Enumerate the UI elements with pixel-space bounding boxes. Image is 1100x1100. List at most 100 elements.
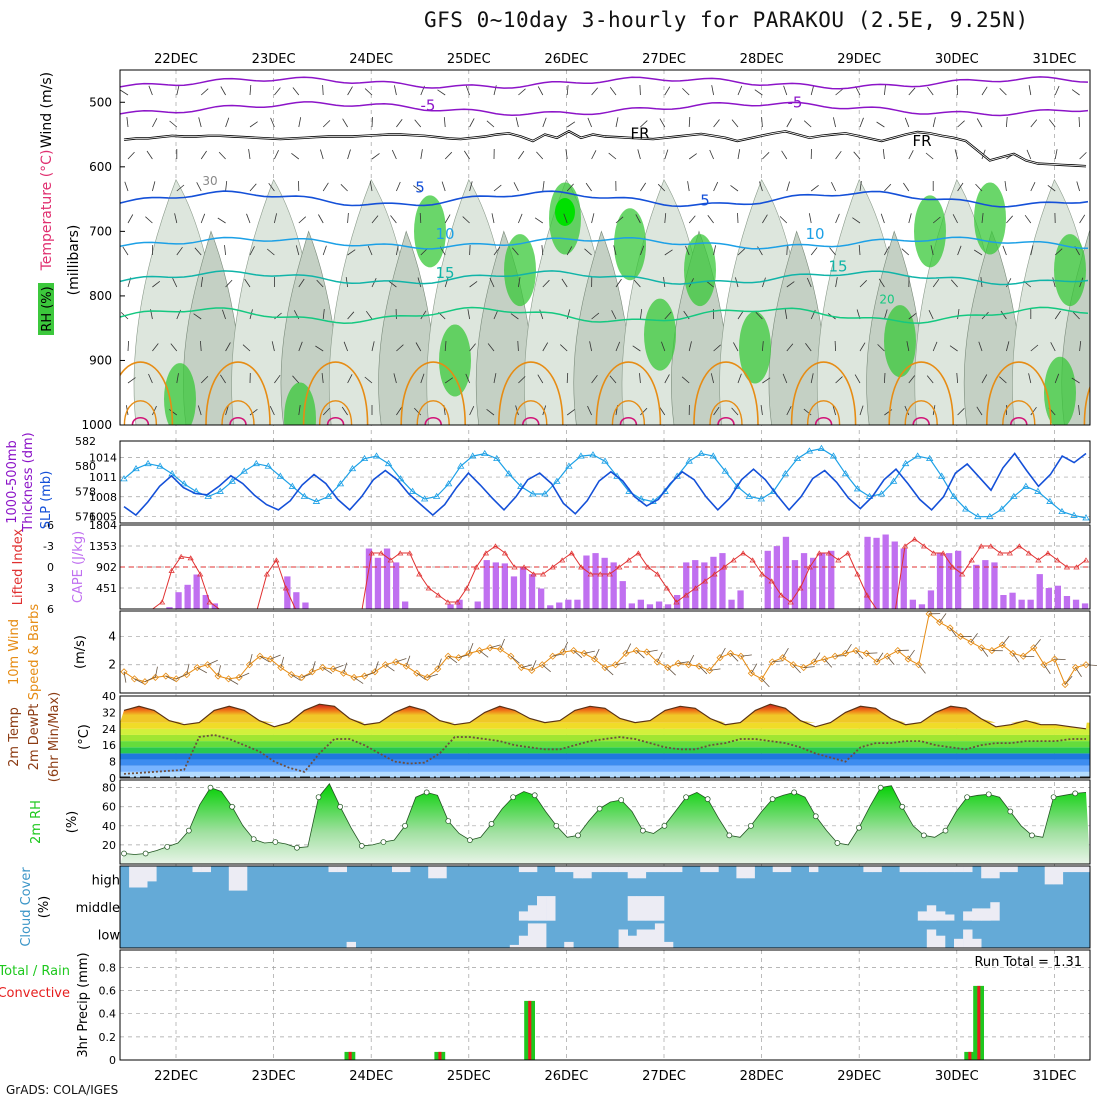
- upper-y-tick: 700: [89, 224, 112, 238]
- cape-bar: [483, 560, 490, 609]
- cloud-high-bar: [945, 866, 955, 873]
- wind-barb: [322, 245, 327, 256]
- wind-barb: [176, 246, 183, 256]
- wind-speed-point: [821, 655, 829, 663]
- cape-bar: [193, 574, 200, 609]
- surface-wind-barb: [615, 662, 627, 666]
- surface-wind-barb: [866, 652, 878, 654]
- isotherm-30: [416, 400, 450, 425]
- wind-barb: [274, 150, 279, 160]
- cape-bar: [1027, 599, 1034, 609]
- li-point: [378, 550, 385, 556]
- wind-barb: [127, 151, 135, 160]
- cape-bar: [402, 601, 409, 609]
- date-label-bottom: 31DEC: [1032, 1069, 1076, 1084]
- wind-barb: [659, 118, 666, 128]
- wind-barb: [515, 117, 519, 128]
- wind-barb: [371, 341, 375, 352]
- cloud-middle-bar: [627, 896, 638, 921]
- wind-barb: [566, 409, 575, 416]
- rh-point: [899, 803, 906, 810]
- wind-barb: [1047, 184, 1056, 192]
- wind-barb: [803, 408, 812, 416]
- surface-wind-barb: [772, 660, 784, 663]
- wind-barb: [1079, 152, 1087, 160]
- li-point: [759, 571, 766, 577]
- thickness-point: [216, 487, 224, 494]
- surface-wind-barb: [385, 664, 395, 672]
- wind-barb: [975, 183, 983, 192]
- surface-wind-barb: [270, 654, 281, 660]
- wind-barb: [932, 216, 941, 224]
- wind-barb: [463, 150, 470, 160]
- wind-barb: [270, 117, 275, 128]
- rh-point: [769, 796, 776, 802]
- cape-bar: [791, 560, 799, 609]
- wind-barb: [1000, 310, 1007, 320]
- thickness-point: [144, 459, 152, 467]
- wind-barb: [687, 181, 690, 192]
- wind-speed-point: [768, 658, 776, 666]
- surface-wind-barb: [1085, 664, 1098, 666]
- wind-barb: [518, 376, 526, 384]
- isotherm-25: [790, 361, 857, 425]
- wind-speed-point: [381, 661, 389, 669]
- surface-wind-barb: [625, 643, 632, 654]
- thickness-point: [697, 449, 705, 457]
- wind-barb: [1078, 405, 1080, 416]
- wind-speed-point: [455, 654, 463, 662]
- li-point: [806, 564, 813, 570]
- cape-bar: [1072, 599, 1080, 609]
- cloud-middle-bar: [926, 905, 937, 921]
- wind-barb: [493, 309, 499, 320]
- cape-bar: [565, 599, 572, 609]
- wind-speed-point: [831, 652, 839, 660]
- surface-wind-barb: [730, 653, 739, 662]
- li-point: [597, 571, 604, 577]
- cape-bar: [574, 599, 581, 609]
- precip-convective-bar: [977, 985, 981, 1060]
- wind-speed-point: [1009, 649, 1017, 657]
- surface-wind-barb: [134, 678, 145, 685]
- wind-barb: [393, 373, 397, 384]
- li-point: [282, 585, 290, 591]
- rh-moist-area: [884, 305, 916, 378]
- wind-barb: [808, 213, 812, 224]
- cape-y-tick: 1804: [89, 519, 117, 532]
- cloud-high-bar: [201, 866, 211, 873]
- cloud-low-bar: [518, 935, 529, 948]
- wind-barb: [731, 119, 739, 128]
- surface-wind-barb: [1043, 664, 1051, 675]
- wind-speed-point: [852, 647, 860, 655]
- cape-y-tick: 902: [96, 561, 117, 574]
- wind-speed-point: [915, 661, 923, 669]
- wind-barb: [859, 181, 862, 192]
- wind-speed-point: [193, 663, 201, 672]
- wind-barb: [220, 374, 226, 384]
- wind-barb: [396, 119, 403, 128]
- wind-barb: [225, 405, 229, 416]
- wind-barb: [640, 309, 643, 320]
- cape-bar: [810, 557, 817, 609]
- wind-barb: [437, 89, 446, 96]
- isotherm-30: [611, 400, 646, 425]
- thickness-point: [348, 464, 357, 472]
- wind-speed-point: [350, 673, 358, 682]
- cloud-middle-bar: [963, 911, 973, 921]
- cape-bar: [293, 592, 300, 609]
- rh-moist-area: [974, 182, 1006, 255]
- rh-point: [272, 839, 279, 845]
- thickness-label-b: Thickness (dm): [21, 432, 36, 532]
- wind-barb: [786, 406, 792, 416]
- li-point: [978, 543, 985, 549]
- thickness-point: [469, 452, 477, 459]
- date-label-top: 28DEC: [740, 52, 784, 67]
- wind-barb: [835, 277, 838, 288]
- li-point: [720, 564, 728, 570]
- thickness-point: [721, 467, 729, 474]
- wind-barb: [859, 280, 867, 288]
- thickness-point: [481, 449, 489, 457]
- rh-point: [358, 843, 365, 849]
- wind-speed-point: [956, 632, 965, 641]
- rh-point: [294, 844, 300, 851]
